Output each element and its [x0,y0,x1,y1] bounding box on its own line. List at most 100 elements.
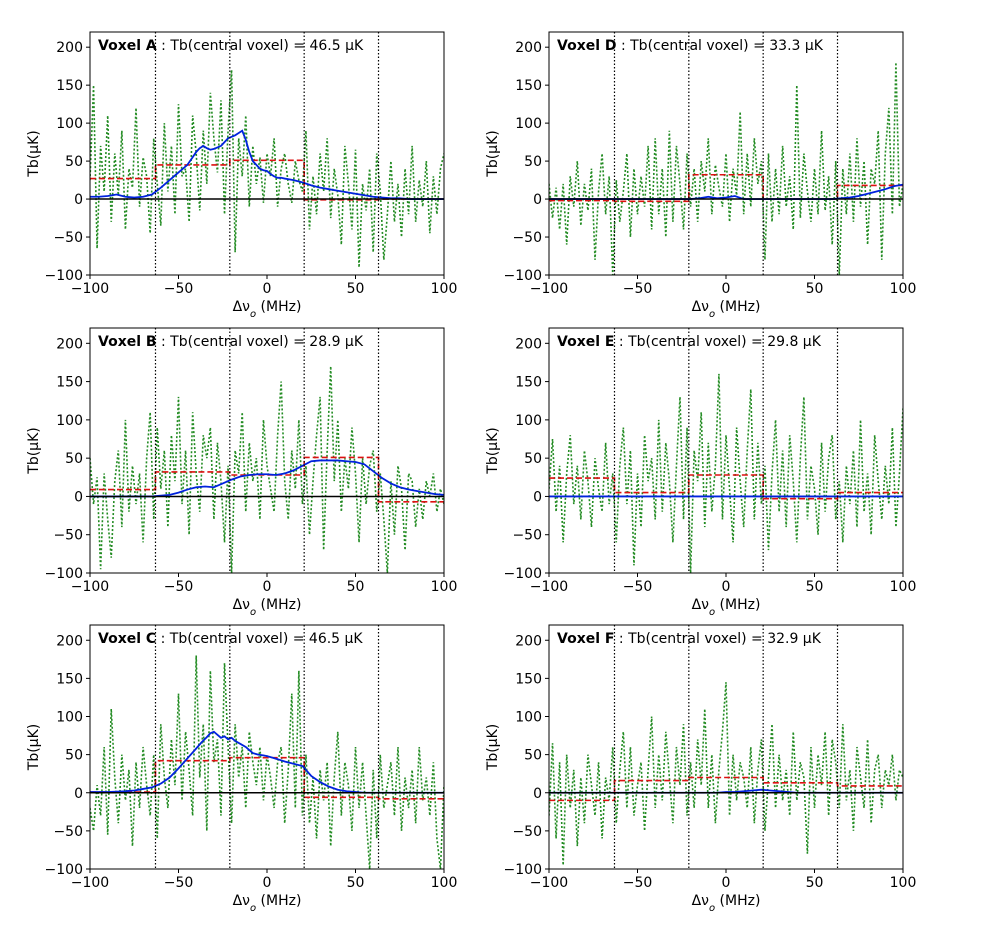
axes-frame [89,31,445,276]
x-tick-label: −100 [530,579,568,595]
x-axis-label: Δνo (MHz) [233,893,302,914]
y-axis-label: Tb(μK) [485,130,501,177]
x-tick-label: 0 [722,579,731,595]
y-tick-label: 0 [74,786,83,802]
y-tick-label: 200 [56,336,83,352]
voxel-title: Voxel B : Tb(central voxel) = 28.9 μK [98,334,364,350]
series-dotted-0 [90,69,444,268]
y-tick-label: 0 [74,489,83,505]
plot-area [549,32,903,275]
axes-frame [548,624,904,870]
plot-area [549,625,903,869]
x-tick-label: 0 [722,281,731,297]
y-tick-label: 50 [65,154,83,170]
x-tick-label: −50 [164,875,194,891]
y-tick-label: 150 [56,78,83,94]
voxel-title: Voxel A : Tb(central voxel) = 46.5 μK [98,38,364,54]
y-tick-label: −100 [45,268,83,284]
y-tick-label: −100 [45,566,83,582]
x-tick-label: −100 [71,875,109,891]
x-tick-label: 50 [347,875,365,891]
plot-area [549,328,903,573]
x-axis-label: Δνo (MHz) [233,299,302,320]
y-tick-label: 200 [56,633,83,649]
y-tick-label: 200 [515,40,542,56]
x-tick-label: 0 [263,281,272,297]
x-axis-label: Δνo (MHz) [692,893,761,914]
y-tick-label: 0 [533,786,542,802]
y-tick-label: 0 [74,192,83,208]
x-tick-label: −100 [530,281,568,297]
x-tick-label: 50 [347,579,365,595]
y-axis-label: Tb(μK) [26,724,42,771]
y-tick-label: 50 [65,748,83,764]
voxel-title: Voxel F : Tb(central voxel) = 32.9 μK [557,631,822,647]
series-dashed-1 [90,456,444,503]
panel-voxel-c: −100 −50 0 50 100 −100 −50 0 50 100 150 200 Δνo (MHz… [26,624,458,914]
y-tick-label: −50 [512,230,542,246]
x-tick-label: −50 [623,875,653,891]
y-tick-label: −50 [512,528,542,544]
panel-voxel-a: −100 −50 0 50 100 −100 −50 0 50 100 150 200 Δνo (MHz… [26,31,457,320]
y-tick-label: 150 [515,78,542,94]
y-tick-label: 50 [65,451,83,467]
y-tick-label: 0 [533,489,542,505]
x-tick-label: −100 [530,875,568,891]
plot-area [90,625,444,869]
series-solid-2 [90,129,444,200]
x-tick-label: 100 [890,579,917,595]
x-tick-label: 100 [890,875,917,891]
x-tick-label: 100 [431,579,458,595]
x-tick-label: 50 [347,281,365,297]
y-tick-label: 150 [56,671,83,687]
y-axis-label: Tb(μK) [26,427,42,474]
y-tick-label: −100 [504,566,542,582]
voxel-title: Voxel C : Tb(central voxel) = 46.5 μK [98,631,363,647]
y-tick-label: 100 [56,116,83,132]
y-tick-label: 100 [56,413,83,429]
y-tick-label: 100 [56,710,83,726]
axes-frame [89,327,445,574]
x-tick-label: −100 [71,579,109,595]
y-tick-label: 100 [515,116,542,132]
panel-voxel-f: −100 −50 0 50 100 −100 −50 0 50 100 150 200 Δνo (MHz… [485,624,917,914]
plot-area [90,328,444,573]
x-tick-label: 100 [431,875,458,891]
series-solid-2 [90,730,444,794]
x-tick-label: −50 [623,579,653,595]
x-tick-label: −100 [71,281,109,297]
panel-voxel-b: −100 −50 0 50 100 −100 −50 0 50 100 150 200 Δνo (MHz… [26,327,458,618]
x-tick-label: −50 [164,579,194,595]
y-tick-label: 150 [515,375,542,391]
x-tick-label: 0 [263,579,272,595]
y-tick-label: −50 [53,230,83,246]
x-axis-label: Δνo (MHz) [692,597,761,618]
x-tick-label: 100 [890,281,917,297]
y-tick-label: 150 [56,375,83,391]
y-tick-label: −100 [504,862,542,878]
x-axis-label: Δνo (MHz) [692,299,761,320]
voxel-title: Voxel D : Tb(central voxel) = 33.3 μK [557,38,824,54]
y-tick-label: 50 [524,451,542,467]
series-dotted-0 [90,655,444,869]
axes-frame [548,327,904,574]
voxel-title: Voxel E : Tb(central voxel) = 29.8 μK [557,334,822,350]
series-dotted-0 [549,62,903,275]
y-tick-label: 200 [515,633,542,649]
y-axis-label: Tb(μK) [485,724,501,771]
x-tick-label: −50 [623,281,653,297]
series-solid-2 [549,183,903,200]
x-tick-label: 0 [263,875,272,891]
panel-voxel-e: −100 −50 0 50 100 −100 −50 0 50 100 150 200 Δνo (MHz… [485,327,917,618]
y-tick-label: 50 [524,154,542,170]
y-tick-label: 200 [56,40,83,56]
x-tick-label: 0 [722,875,731,891]
y-tick-label: −50 [53,824,83,840]
y-tick-label: 100 [515,710,542,726]
x-tick-label: 50 [806,579,824,595]
y-axis-label: Tb(μK) [485,427,501,474]
plot-area [90,32,444,275]
y-tick-label: −50 [53,528,83,544]
y-tick-label: 0 [533,192,542,208]
